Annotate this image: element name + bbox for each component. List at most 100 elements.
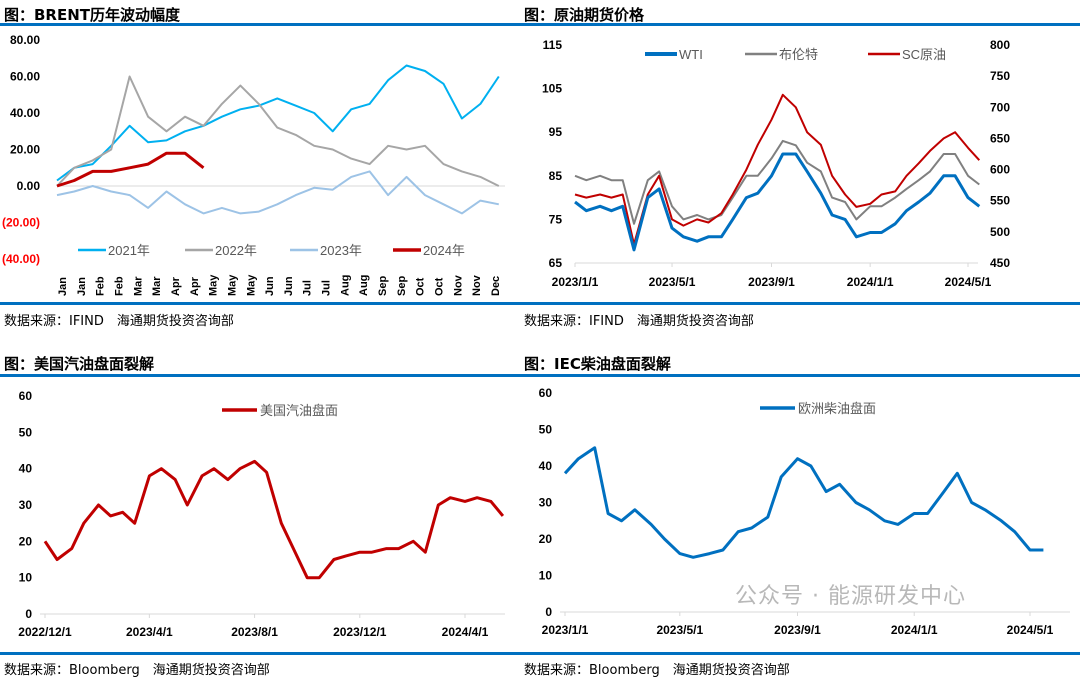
x-tick-label: Mar — [132, 276, 144, 296]
series-line-WTI — [574, 152, 981, 252]
series-line-布伦特 — [574, 139, 980, 225]
x-tick-label: 2023/1/1 — [552, 275, 599, 289]
divider — [0, 652, 1080, 655]
y-tick-label: 50 — [19, 425, 33, 439]
x-tick-label: 2024/1/1 — [891, 623, 938, 637]
y-tick-label: 40 — [539, 459, 553, 473]
x-tick-label: May — [208, 274, 220, 296]
x-tick-label: Aug — [358, 275, 370, 296]
series-line-2021年 — [56, 64, 500, 182]
x-tick-label: Sep — [377, 276, 389, 296]
x-tick-label: May — [245, 274, 257, 296]
legend-label: 布伦特 — [779, 47, 818, 62]
x-tick-label: Jul — [321, 280, 333, 296]
legend-label: SC原油 — [902, 47, 946, 62]
x-tick-label: 2023/5/1 — [656, 623, 703, 637]
y-left-tick-label: 65 — [549, 256, 563, 270]
y-tick-label: 20 — [539, 532, 553, 546]
watermark: 公众号 · 能源研发中心 — [735, 584, 966, 609]
legend-label: 欧洲柴油盘面 — [798, 401, 876, 416]
y-tick-label: 40.00 — [10, 106, 40, 120]
y-tick-label: 30 — [539, 496, 553, 510]
x-tick-label: Jan — [57, 277, 69, 296]
x-tick-label: 2023/1/1 — [542, 623, 589, 637]
legend-label: WTI — [679, 47, 703, 62]
series-line-2024年 — [56, 151, 205, 188]
source-note: 数据来源：IFIND 海通期货投资咨询部 — [524, 314, 754, 329]
x-tick-label: Jun — [264, 276, 276, 296]
y-tick-label: (40.00) — [2, 252, 40, 266]
x-tick-label: 2023/9/1 — [774, 623, 821, 637]
y-right-tick-label: 450 — [990, 256, 1010, 270]
x-tick-label: 2023/12/1 — [333, 625, 387, 639]
y-tick-label: 30 — [19, 498, 33, 512]
x-tick-label: Dec — [490, 276, 502, 296]
source-note: 数据来源：Bloomberg 海通期货投资咨询部 — [524, 663, 790, 678]
x-tick-label: 2023/5/1 — [649, 275, 696, 289]
x-tick-label: Oct — [434, 277, 446, 296]
y-tick-label: 50 — [539, 423, 553, 437]
x-tick-label: Mar — [151, 276, 163, 296]
series-line-欧洲柴油盘面 — [563, 446, 1044, 559]
x-tick-label: 2023/8/1 — [231, 625, 278, 639]
y-tick-label: 10 — [539, 569, 553, 583]
x-tick-label: Jun — [283, 276, 295, 296]
y-right-tick-label: 500 — [990, 225, 1010, 239]
y-tick-label: 10 — [19, 571, 33, 585]
x-tick-label: Nov — [452, 274, 464, 296]
x-tick-label: May — [226, 274, 238, 296]
legend-label: 2022年 — [215, 243, 257, 258]
panel-title-diesel-crack: 图：IEC柴油盘面裂解 — [524, 355, 671, 373]
x-tick-label: 2024/1/1 — [847, 275, 894, 289]
y-tick-label: 60 — [19, 389, 33, 403]
divider — [0, 302, 1080, 305]
y-right-tick-label: 800 — [990, 38, 1010, 52]
x-tick-label: Jul — [302, 280, 314, 296]
y-tick-label: 0.00 — [17, 179, 41, 193]
y-tick-label: 0 — [545, 605, 552, 619]
x-tick-label: 2024/5/1 — [945, 275, 992, 289]
y-left-tick-label: 85 — [549, 169, 563, 183]
panel-title-gasoline-crack: 图：美国汽油盘面裂解 — [4, 355, 155, 373]
y-left-tick-label: 75 — [549, 212, 563, 226]
x-tick-label: 2023/9/1 — [748, 275, 795, 289]
x-tick-label: Oct — [415, 277, 427, 296]
y-tick-label: 60.00 — [10, 70, 40, 84]
legend-label: 美国汽油盘面 — [260, 403, 338, 418]
x-tick-label: Apr — [170, 276, 182, 296]
source-note: 数据来源：IFIND 海通期货投资咨询部 — [4, 314, 234, 329]
x-tick-label: Sep — [396, 276, 408, 296]
divider — [0, 374, 1080, 377]
x-tick-label: Aug — [339, 275, 351, 296]
legend-label: 2021年 — [108, 243, 150, 258]
y-tick-label: 20.00 — [10, 143, 40, 157]
legend-label: 2024年 — [423, 243, 465, 258]
y-tick-label: 80.00 — [10, 33, 40, 47]
y-left-tick-label: 115 — [543, 38, 563, 52]
x-tick-label: Nov — [471, 274, 483, 296]
y-right-tick-label: 700 — [990, 100, 1010, 114]
x-tick-label: Jan — [76, 277, 88, 296]
y-left-tick-label: 95 — [549, 125, 563, 139]
x-tick-label: 2024/4/1 — [442, 625, 489, 639]
panel-title-crude-futures: 图：原油期货价格 — [524, 6, 645, 24]
x-tick-label: Apr — [189, 276, 201, 296]
x-tick-label: Feb — [95, 276, 107, 296]
x-tick-label: 2022/12/1 — [18, 625, 72, 639]
y-tick-label: 40 — [19, 462, 33, 476]
series-line-2022年 — [56, 75, 500, 187]
x-tick-label: 2023/4/1 — [126, 625, 173, 639]
x-tick-label: 2024/5/1 — [1007, 623, 1054, 637]
y-right-tick-label: 600 — [990, 163, 1010, 177]
y-left-tick-label: 105 — [542, 82, 562, 96]
series-line-美国汽油盘面 — [43, 459, 505, 580]
legend-label: 2023年 — [320, 243, 362, 258]
y-right-tick-label: 750 — [990, 69, 1010, 83]
divider — [0, 23, 1080, 26]
series-line-2023年 — [56, 170, 499, 215]
y-right-tick-label: 650 — [990, 131, 1010, 145]
y-tick-label: (20.00) — [2, 216, 40, 230]
x-tick-label: Feb — [113, 276, 125, 296]
source-note: 数据来源：Bloomberg 海通期货投资咨询部 — [4, 663, 270, 678]
